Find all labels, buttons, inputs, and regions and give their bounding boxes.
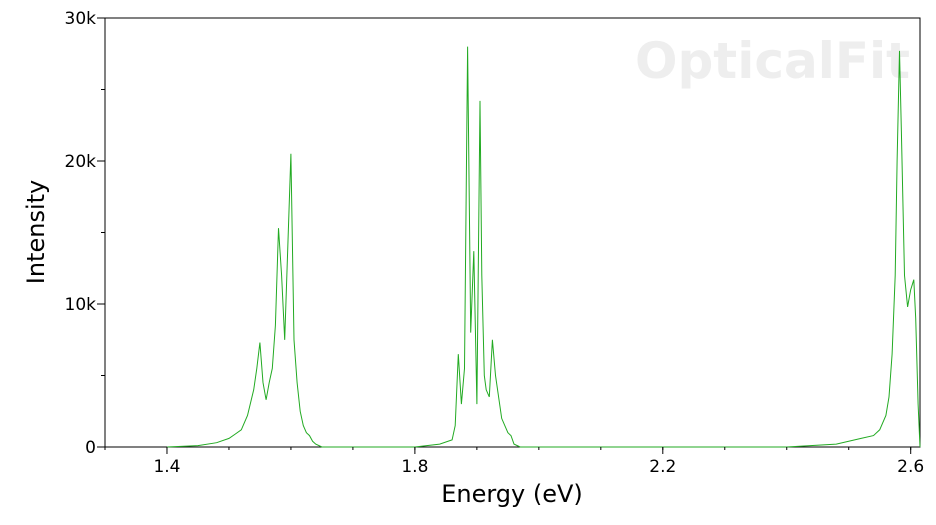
x-tick-label: 1.8: [401, 457, 428, 477]
x-axis-title: Energy (eV): [441, 480, 583, 508]
y-tick-label: 10k: [65, 295, 97, 315]
y-axis-ticks: 0 10k 20k 30k: [65, 9, 105, 458]
watermark: OpticalFit: [635, 32, 910, 90]
y-tick-label: 30k: [65, 9, 97, 29]
x-tick-label: 1.4: [153, 457, 180, 477]
x-tick-label: 2.2: [649, 457, 676, 477]
y-axis-title: Intensity: [22, 180, 50, 284]
x-axis-ticks: 1.4 1.8 2.2 2.6: [104, 447, 924, 477]
y-tick-label: 0: [85, 438, 96, 458]
y-tick-label: 20k: [65, 152, 97, 172]
spectrum-line-0: [166, 46, 921, 448]
x-tick-label: 2.6: [897, 457, 924, 477]
series-group: [166, 46, 921, 448]
